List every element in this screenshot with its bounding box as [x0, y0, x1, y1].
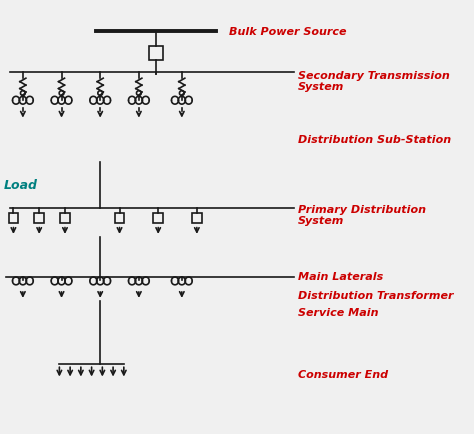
Text: Primary Distribution
System: Primary Distribution System — [298, 204, 426, 226]
Text: Distribution Transformer: Distribution Transformer — [298, 290, 453, 300]
Text: Consumer End: Consumer End — [298, 369, 388, 379]
Bar — [35, 214, 44, 223]
Bar — [60, 214, 70, 223]
Bar — [149, 47, 163, 60]
Bar — [115, 214, 124, 223]
Bar — [154, 214, 163, 223]
Bar — [9, 214, 18, 223]
Text: Bulk Power Source: Bulk Power Source — [229, 26, 346, 36]
Bar — [192, 214, 201, 223]
Text: Load: Load — [3, 178, 37, 191]
Text: Main Laterals: Main Laterals — [298, 272, 383, 282]
Text: Distribution Sub-Station: Distribution Sub-Station — [298, 135, 451, 145]
Text: Secondary Transmission
System: Secondary Transmission System — [298, 70, 449, 92]
Text: Service Main: Service Main — [298, 308, 378, 318]
